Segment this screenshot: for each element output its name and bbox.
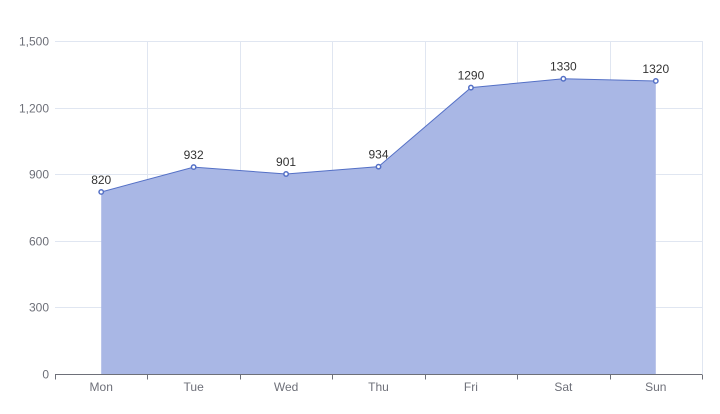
x-tick-label: Sun xyxy=(645,380,666,394)
x-tick-label: Wed xyxy=(274,380,298,394)
x-tick-label: Thu xyxy=(368,380,389,394)
data-point[interactable] xyxy=(283,171,290,177)
x-tick-label: Tue xyxy=(184,380,205,394)
data-point[interactable] xyxy=(98,189,105,195)
y-tick-label: 600 xyxy=(29,235,49,249)
y-tick-label: 1,500 xyxy=(19,35,49,49)
y-tick-label: 900 xyxy=(29,168,49,182)
y-tick-label: 300 xyxy=(29,301,49,315)
series-area xyxy=(101,78,656,375)
x-tick-label: Mon xyxy=(90,380,113,394)
axes: 0 300 600 900 1,200 1,500 Mon Tue Wed Thu Fri Sat Su… xyxy=(19,35,703,394)
data-point[interactable] xyxy=(190,164,197,171)
data-point[interactable] xyxy=(375,163,382,170)
y-tick-label: 1,200 xyxy=(19,102,49,116)
data-label: 1290 xyxy=(458,69,485,83)
x-tick-label: Fri xyxy=(464,380,478,394)
data-point[interactable] xyxy=(652,78,659,84)
data-points xyxy=(98,75,659,195)
data-point[interactable] xyxy=(560,75,567,82)
data-label: 1330 xyxy=(550,60,577,74)
data-labels: 820 932 901 934 1290 1330 1320 xyxy=(91,60,669,187)
data-label: 1320 xyxy=(642,62,669,76)
data-label: 901 xyxy=(276,155,296,169)
data-label: 820 xyxy=(91,173,111,187)
data-point[interactable] xyxy=(467,84,474,91)
x-tick-label: Sat xyxy=(554,380,573,394)
y-tick-label: 0 xyxy=(42,368,49,382)
data-label: 932 xyxy=(184,148,204,162)
data-label: 934 xyxy=(368,148,388,162)
area-fill xyxy=(101,78,656,375)
